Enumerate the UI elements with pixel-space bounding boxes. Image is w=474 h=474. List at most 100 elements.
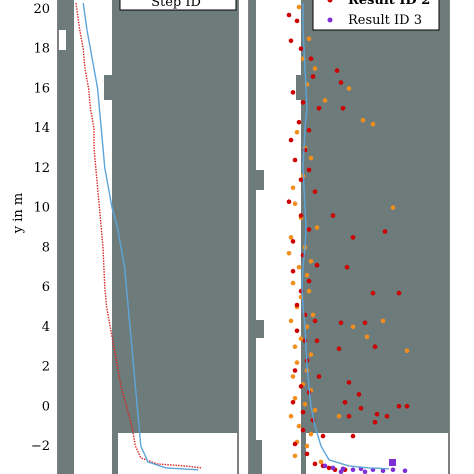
y-tick-label: 8 bbox=[42, 240, 50, 255]
scatter-point-series-1 bbox=[296, 423, 302, 429]
y-tick-label: 14 bbox=[33, 121, 50, 136]
scatter-point-series-2 bbox=[294, 18, 300, 24]
scatter-point-series-2 bbox=[306, 167, 312, 173]
scatter-point-series-2 bbox=[298, 213, 304, 218]
scatter-point-series-2 bbox=[292, 157, 298, 163]
legend-label-result-3: Result ID 3 bbox=[348, 13, 422, 28]
scatter-point-series-1 bbox=[290, 374, 296, 379]
scatter-point-series-1 bbox=[286, 251, 292, 256]
left-legend-label: Step ID bbox=[151, 0, 201, 10]
y-tick-label: 6 bbox=[42, 280, 50, 295]
right-wall bbox=[296, 0, 449, 474]
scatter-point-series-1 bbox=[292, 344, 298, 350]
scatter-point-series-3 bbox=[350, 467, 356, 473]
scatter-point-series-2 bbox=[294, 328, 300, 334]
scatter-point-series-3 bbox=[390, 467, 396, 473]
scatter-point-series-2 bbox=[358, 406, 364, 411]
scatter-point-series-1 bbox=[292, 453, 298, 459]
scatter-point-series-3 bbox=[338, 469, 344, 474]
legend-marker-result-3 bbox=[327, 17, 333, 23]
scatter-point-series-1 bbox=[364, 334, 370, 340]
y-tick-label: −2 bbox=[31, 439, 50, 454]
scatter-point-series-2 bbox=[350, 433, 356, 439]
scatter-point-series-2 bbox=[298, 46, 304, 51]
scatter-point-series-2 bbox=[290, 90, 296, 95]
wall-notch bbox=[256, 170, 264, 190]
scatter-point-series-2 bbox=[372, 344, 378, 350]
scatter-point-series-3 bbox=[380, 468, 386, 474]
scatter-point-series-2 bbox=[292, 368, 298, 373]
scatter-point-series-2 bbox=[296, 119, 302, 125]
scatter-point-series-1 bbox=[370, 121, 376, 127]
scatter-point-series-1 bbox=[306, 288, 312, 294]
goal-marker bbox=[389, 459, 396, 466]
scatter-point-series-2 bbox=[288, 137, 294, 143]
scatter-point-series-2 bbox=[290, 400, 296, 405]
scatter-point-series-2 bbox=[346, 380, 352, 385]
scatter-point-series-1 bbox=[318, 459, 324, 465]
scatter-point-series-2 bbox=[356, 392, 362, 397]
scatter-point-series-1 bbox=[312, 407, 318, 413]
scatter-point-series-1 bbox=[312, 66, 318, 71]
scatter-point-series-2 bbox=[288, 38, 294, 44]
scatter-point-series-1 bbox=[308, 352, 314, 357]
y-tick-label: 4 bbox=[42, 320, 50, 335]
scatter-point-series-1 bbox=[336, 413, 342, 419]
scatter-point-series-1 bbox=[290, 280, 296, 286]
scatter-point-series-2 bbox=[286, 12, 292, 18]
scatter-point-series-2 bbox=[298, 177, 304, 183]
scatter-point-series-2 bbox=[338, 320, 344, 326]
scatter-point-series-1 bbox=[380, 318, 386, 324]
left-panel: Step ID bbox=[57, 0, 239, 474]
scatter-point-series-2 bbox=[306, 127, 312, 133]
scatter-point-series-2 bbox=[326, 465, 332, 471]
scatter-point-series-2 bbox=[314, 338, 320, 344]
y-tick-label: 18 bbox=[33, 42, 50, 57]
y-tick-label: 0 bbox=[42, 399, 50, 414]
scatter-point-series-2 bbox=[362, 320, 368, 326]
trajectory-line bbox=[301, 3, 390, 470]
scatter-point-series-3 bbox=[402, 468, 408, 474]
right-panel: Result ID 2 Result ID 3 bbox=[248, 0, 450, 474]
scatter-point-series-2 bbox=[290, 268, 296, 274]
scatter-point-series-1 bbox=[294, 360, 300, 365]
scatter-point-series-2 bbox=[372, 419, 378, 425]
trajectory-line-1 bbox=[75, 2, 203, 469]
scatter-point-series-1 bbox=[304, 443, 310, 449]
scatter-point-series-1 bbox=[288, 235, 294, 240]
scatter-point-series-1 bbox=[296, 264, 302, 270]
scatter-point-series-2 bbox=[316, 374, 322, 379]
legend-label-result-2: Result ID 2 bbox=[348, 0, 430, 8]
legend-marker-result-2 bbox=[327, 0, 333, 3]
y-axis-label: y in m bbox=[11, 193, 26, 234]
scatter-point-series-2 bbox=[404, 404, 410, 409]
scatter-point-series-2 bbox=[300, 427, 306, 433]
scatter-point-series-1 bbox=[288, 413, 294, 419]
left-wall bbox=[249, 0, 262, 474]
open-area bbox=[120, 433, 230, 474]
scatter-point-series-1 bbox=[294, 129, 300, 135]
scatter-point-series-1 bbox=[314, 225, 320, 230]
y-tick-label: 12 bbox=[33, 161, 50, 176]
scatter-point-series-1 bbox=[292, 201, 298, 206]
scatter-point-series-3 bbox=[362, 469, 368, 474]
wall-notch bbox=[256, 320, 264, 338]
scatter-point-series-2 bbox=[300, 100, 306, 105]
scatter-point-series-2 bbox=[292, 441, 298, 447]
scatter-point-series-1 bbox=[404, 348, 410, 354]
y-tick-label: 2 bbox=[42, 360, 50, 375]
scatter-point-series-2 bbox=[312, 461, 318, 467]
left-legend-box bbox=[119, 0, 237, 11]
scatter-point-series-2 bbox=[330, 213, 336, 218]
scatter-point-series-1 bbox=[292, 396, 298, 401]
scatter-point-series-2 bbox=[340, 106, 346, 111]
scatter-point-series-1 bbox=[290, 185, 296, 191]
scatter-point-series-2 bbox=[320, 433, 326, 439]
scatter-point-series-2 bbox=[384, 413, 390, 419]
left-legend: Step ID bbox=[119, 0, 237, 11]
scatter-point-series-2 bbox=[382, 229, 388, 234]
y-tick-label: 10 bbox=[33, 201, 50, 216]
scatter-point-series-3 bbox=[330, 465, 336, 471]
scatter-point-series-1 bbox=[304, 272, 310, 278]
